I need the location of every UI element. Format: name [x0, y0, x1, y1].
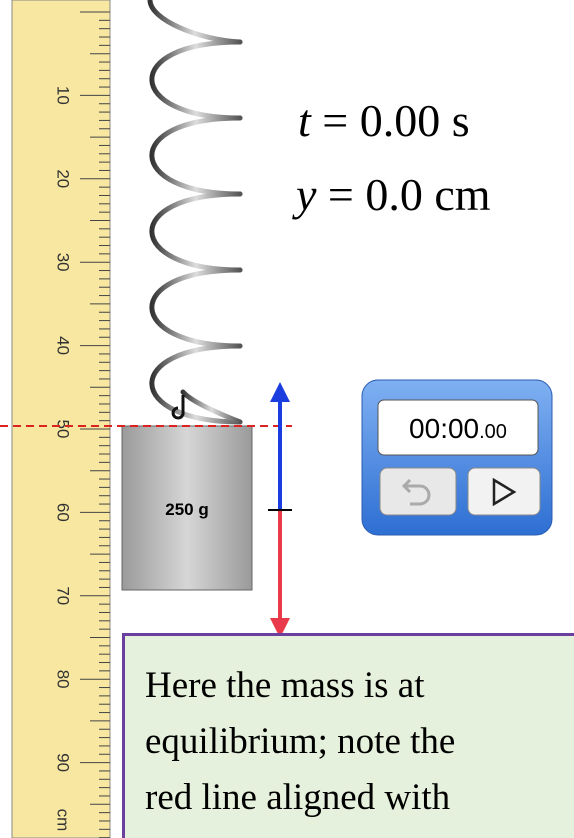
hook — [171, 395, 185, 420]
caption: Here the mass is at equilibrium; note the… — [145, 665, 455, 818]
caption-box — [122, 633, 574, 838]
spring-coil — [149, 115, 243, 197]
ruler-label: 10 — [54, 86, 73, 105]
play-button[interactable] — [467, 467, 541, 516]
ruler-label: 20 — [54, 169, 73, 188]
spring-coil — [180, 389, 243, 425]
spring — [147, 0, 243, 425]
spring-coil — [149, 343, 243, 425]
spring-coil — [149, 267, 243, 349]
arrowhead — [270, 382, 290, 402]
caption-line: red line aligned with — [145, 777, 451, 818]
ruler-label: 90 — [54, 753, 73, 772]
caption-line: Here the mass is at — [145, 665, 425, 706]
reset-button[interactable] — [379, 467, 457, 516]
ruler-unit: cm — [54, 809, 73, 832]
ruler-label: 60 — [54, 503, 73, 522]
ruler — [11, 0, 111, 838]
time-readout: t = 0.00 s — [298, 95, 470, 146]
spring-coil — [147, 0, 243, 45]
ruler-label: 40 — [54, 336, 73, 355]
mass — [121, 425, 253, 591]
play-icon — [492, 477, 517, 507]
arrowhead — [270, 618, 290, 638]
mass-label: 250 g — [165, 500, 208, 519]
spring-coil — [149, 191, 243, 273]
caption-line: equilibrium; note the — [145, 721, 455, 762]
position-readout: y = 0.0 cm — [292, 169, 491, 220]
ruler-label: 30 — [54, 253, 73, 272]
ruler-label: 80 — [54, 670, 73, 689]
ruler-label: 50 — [54, 420, 73, 439]
ruler-label: 70 — [54, 586, 73, 605]
spring-coil — [149, 39, 243, 121]
stopwatch-time: 00:00.00 — [409, 413, 507, 444]
reset-icon — [401, 478, 431, 506]
stopwatch-display — [377, 399, 539, 456]
ruler-labels: 10 20 30 40 50 60 70 80 90 cm — [54, 86, 73, 831]
